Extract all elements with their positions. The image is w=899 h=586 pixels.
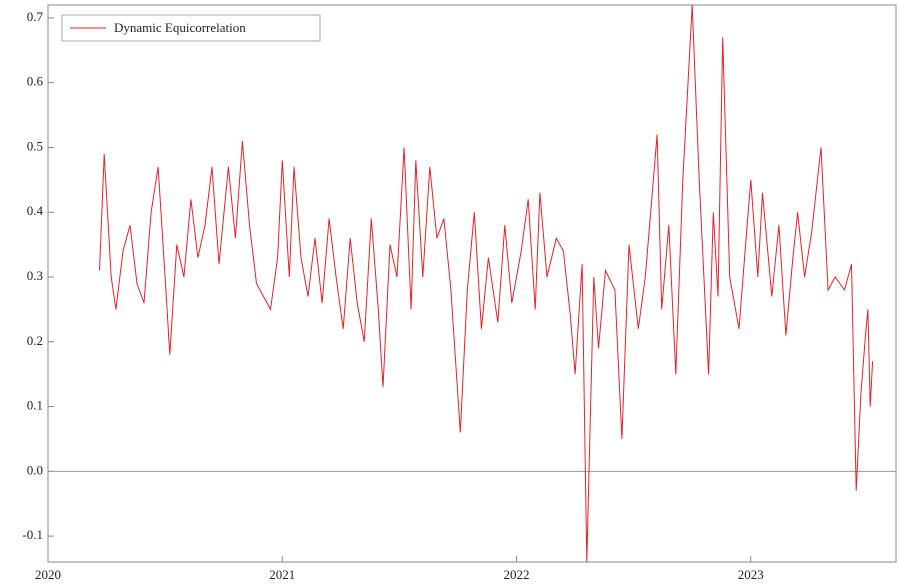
x-tick-label: 2023	[738, 567, 764, 582]
y-tick-label: 0.3	[27, 268, 43, 283]
y-tick-label: 0.7	[27, 9, 44, 24]
y-tick-label: 0.6	[27, 74, 44, 89]
y-tick-label: 0.0	[27, 462, 43, 477]
y-tick-label: 0.5	[27, 138, 43, 153]
x-tick-label: 2021	[269, 567, 295, 582]
x-tick-label: 2022	[504, 567, 530, 582]
y-tick-label: 0.4	[27, 203, 44, 218]
y-tick-label: 0.1	[27, 398, 43, 413]
legend-label: Dynamic Equicorrelation	[114, 20, 246, 35]
x-tick-label: 2020	[35, 567, 61, 582]
y-tick-label: -0.1	[22, 527, 43, 542]
plot-frame	[47, 4, 897, 563]
series-line	[99, 4, 874, 563]
y-tick-label: 0.2	[27, 333, 43, 348]
